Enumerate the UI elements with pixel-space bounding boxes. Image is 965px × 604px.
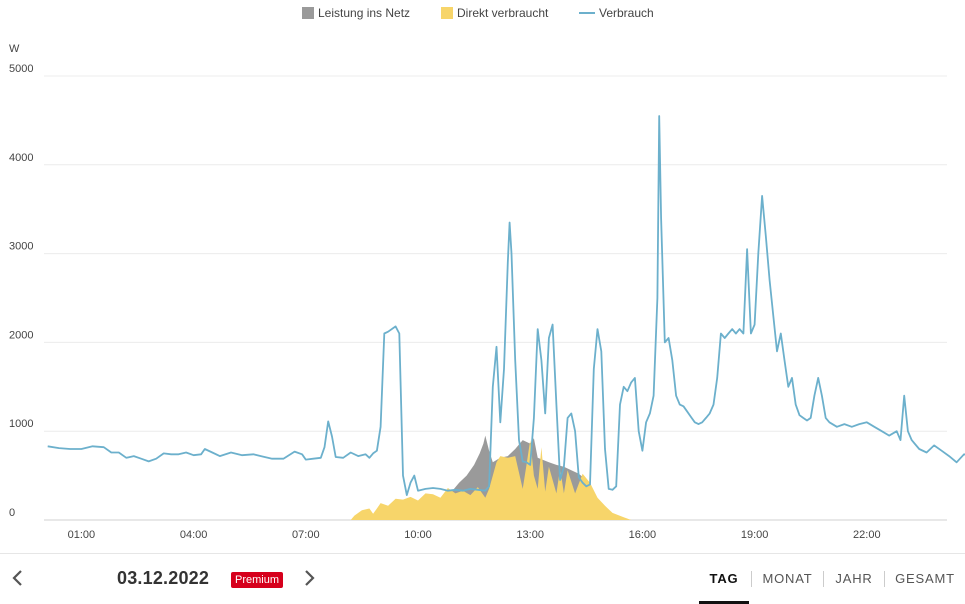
prev-day-button[interactable] (6, 566, 30, 590)
x-axis-ticks: 01:00 04:00 07:00 10:00 13:00 16:00 19:00 22:00 (68, 529, 881, 541)
y-tick-label: 1000 (9, 418, 33, 430)
legend-swatch-yellow (441, 7, 453, 19)
x-tick-label: 13:00 (516, 529, 544, 541)
y-tick-label: 5000 (9, 63, 33, 75)
tab-monat[interactable]: MONAT (762, 571, 813, 586)
area-direkt-verbraucht (350, 440, 632, 520)
y-tick-label: 4000 (9, 152, 33, 164)
tab-separator (884, 571, 885, 587)
line-series (47, 115, 965, 496)
y-tick-label: 3000 (9, 241, 33, 253)
y-tick-label: 0 (9, 507, 15, 519)
chart-legend: Leistung ins Netz Direkt verbraucht Verb… (0, 4, 965, 22)
chevron-right-icon (305, 570, 315, 586)
x-tick-label: 10:00 (404, 529, 432, 541)
legend-label: Verbrauch (599, 6, 654, 20)
tab-separator (823, 571, 824, 587)
power-chart[interactable]: 0 1000 2000 3000 4000 5000 W 01:00 04:00 07:00 1… (0, 0, 965, 548)
y-axis-label: W (9, 43, 20, 55)
x-tick-label: 01:00 (68, 529, 96, 541)
next-day-button[interactable] (297, 566, 321, 590)
y-axis-ticks: 0 1000 2000 3000 4000 5000 (9, 63, 33, 519)
x-tick-label: 04:00 (180, 529, 208, 541)
grid-lines (44, 75, 947, 521)
x-tick-label: 16:00 (629, 529, 657, 541)
legend-swatch-line (579, 12, 595, 14)
legend-label: Direkt verbraucht (457, 6, 549, 20)
x-tick-label: 19:00 (741, 529, 769, 541)
tab-separator (751, 571, 752, 587)
tab-jahr[interactable]: JAHR (835, 571, 873, 586)
legend-swatch-grey (302, 7, 314, 19)
tab-tag[interactable]: TAG (699, 554, 749, 604)
legend-label: Leistung ins Netz (318, 6, 411, 20)
premium-badge: Premium (231, 572, 284, 588)
date-label: 03.12.2022 (117, 568, 210, 588)
y-tick-label: 2000 (9, 329, 33, 341)
x-tick-label: 22:00 (853, 529, 881, 541)
tab-gesamt[interactable]: GESAMT (895, 571, 955, 586)
x-tick-label: 07:00 (292, 529, 320, 541)
line-verbrauch (47, 115, 965, 496)
chevron-left-icon (12, 570, 22, 586)
area-series (350, 435, 632, 520)
footer-bar: 03.12.2022 Premium TAG MONAT JAHR GESAMT (0, 553, 965, 604)
